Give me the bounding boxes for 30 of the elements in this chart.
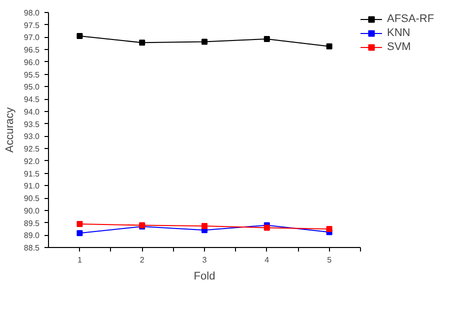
x-tick-label: 4: [264, 256, 270, 264]
y-tick-label: 95.5: [24, 70, 40, 80]
y-tick-label: 96.0: [24, 58, 40, 67]
x-tick-label: 1: [77, 256, 82, 264]
x-tick-label: 5: [327, 256, 332, 264]
y-tick-label: 90.5: [24, 194, 40, 204]
y-tick-label: 92.5: [24, 144, 40, 154]
y-tick-label: 93.5: [24, 120, 40, 129]
y-tick-label: 98.0: [24, 8, 40, 18]
y-tick-label: 89.5: [24, 218, 40, 228]
y-tick-label: 91.0: [24, 182, 40, 191]
y-tick-label: 96.5: [24, 46, 40, 55]
legend-label: KNN: [387, 26, 410, 40]
y-tick-label: 97.5: [24, 20, 40, 30]
legend-label: AFSA-RF: [387, 12, 434, 26]
y-tick-label: 95.0: [24, 82, 40, 92]
y-tick-label: 97.0: [24, 33, 40, 42]
y-tick-label: 94.0: [24, 107, 40, 116]
y-tick-label: 92.0: [24, 156, 40, 166]
y-tick-label: 90.0: [24, 206, 40, 216]
x-tick-label: 3: [202, 256, 208, 264]
y-tick-label: 91.5: [24, 169, 40, 178]
y-tick-label: 93.0: [24, 132, 40, 142]
y-tick-label: 88.5: [24, 244, 40, 252]
y-tick-label: 94.5: [24, 95, 40, 104]
y-axis-title: Accuracy: [4, 106, 16, 153]
x-axis-title: Fold: [194, 270, 216, 282]
y-tick-label: 89.0: [24, 231, 40, 240]
legend-label: SVM: [387, 40, 411, 54]
x-tick-label: 2: [140, 256, 145, 264]
